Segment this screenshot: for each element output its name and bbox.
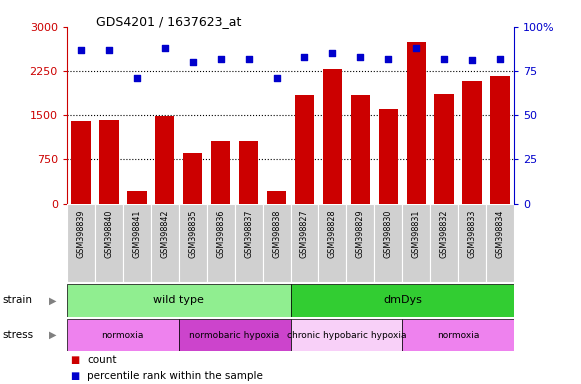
- Text: GSM398835: GSM398835: [188, 210, 197, 258]
- Point: [132, 75, 141, 81]
- Bar: [179, 204, 207, 282]
- Text: normoxia: normoxia: [437, 331, 479, 339]
- Text: GSM398828: GSM398828: [328, 210, 337, 258]
- Bar: [127, 190, 146, 204]
- Bar: [95, 204, 123, 282]
- Bar: [99, 120, 119, 204]
- Bar: [267, 190, 286, 204]
- Text: wild type: wild type: [153, 295, 204, 306]
- Text: GSM398830: GSM398830: [384, 210, 393, 258]
- Bar: [235, 204, 263, 282]
- Point: [440, 56, 449, 62]
- Point: [188, 59, 198, 65]
- Point: [76, 47, 85, 53]
- Point: [244, 56, 253, 62]
- Bar: [435, 94, 454, 204]
- Text: normobaric hypoxia: normobaric hypoxia: [189, 331, 279, 339]
- Point: [104, 47, 113, 53]
- Text: dmDys: dmDys: [383, 295, 422, 306]
- Bar: [350, 94, 370, 204]
- Text: normoxia: normoxia: [102, 331, 144, 339]
- Text: GSM398832: GSM398832: [440, 210, 449, 258]
- Text: GSM398842: GSM398842: [160, 210, 169, 258]
- Text: count: count: [87, 356, 117, 366]
- Bar: [67, 319, 179, 351]
- Text: GSM398840: GSM398840: [104, 210, 113, 258]
- Bar: [155, 116, 174, 204]
- Bar: [458, 204, 486, 282]
- Bar: [490, 76, 510, 204]
- Point: [216, 56, 225, 62]
- Bar: [211, 141, 231, 204]
- Point: [412, 45, 421, 51]
- Bar: [123, 204, 150, 282]
- Bar: [290, 284, 514, 317]
- Bar: [71, 121, 91, 204]
- Bar: [322, 69, 342, 204]
- Text: GSM398831: GSM398831: [412, 210, 421, 258]
- Text: GSM398836: GSM398836: [216, 210, 225, 258]
- Bar: [150, 204, 179, 282]
- Text: chronic hypobaric hypoxia: chronic hypobaric hypoxia: [286, 331, 406, 339]
- Text: GSM398839: GSM398839: [76, 210, 85, 258]
- Bar: [379, 109, 398, 204]
- Bar: [239, 141, 259, 204]
- Bar: [290, 204, 318, 282]
- Bar: [67, 204, 95, 282]
- Bar: [462, 81, 482, 204]
- Text: GDS4201 / 1637623_at: GDS4201 / 1637623_at: [96, 15, 241, 28]
- Point: [272, 75, 281, 81]
- Text: percentile rank within the sample: percentile rank within the sample: [87, 371, 263, 381]
- Text: GSM398833: GSM398833: [468, 210, 477, 258]
- Bar: [290, 319, 403, 351]
- Text: GSM398834: GSM398834: [496, 210, 505, 258]
- Point: [328, 50, 337, 56]
- Text: GSM398838: GSM398838: [272, 210, 281, 258]
- Point: [160, 45, 169, 51]
- Bar: [183, 154, 202, 204]
- Text: strain: strain: [3, 295, 33, 306]
- Bar: [346, 204, 374, 282]
- Text: GSM398837: GSM398837: [244, 210, 253, 258]
- Point: [300, 54, 309, 60]
- Bar: [207, 204, 235, 282]
- Point: [383, 56, 393, 62]
- Bar: [403, 319, 514, 351]
- Point: [356, 54, 365, 60]
- Text: GSM398841: GSM398841: [132, 210, 141, 258]
- Bar: [295, 94, 314, 204]
- Bar: [403, 204, 431, 282]
- Bar: [263, 204, 290, 282]
- Bar: [374, 204, 403, 282]
- Text: ▶: ▶: [49, 295, 56, 306]
- Point: [468, 57, 477, 63]
- Bar: [67, 284, 290, 317]
- Text: ▶: ▶: [49, 330, 56, 340]
- Text: ■: ■: [70, 371, 79, 381]
- Bar: [431, 204, 458, 282]
- Bar: [407, 41, 426, 204]
- Text: GSM398827: GSM398827: [300, 210, 309, 258]
- Bar: [179, 319, 290, 351]
- Text: stress: stress: [3, 330, 34, 340]
- Point: [496, 56, 505, 62]
- Bar: [486, 204, 514, 282]
- Bar: [318, 204, 346, 282]
- Text: GSM398829: GSM398829: [356, 210, 365, 258]
- Text: ■: ■: [70, 356, 79, 366]
